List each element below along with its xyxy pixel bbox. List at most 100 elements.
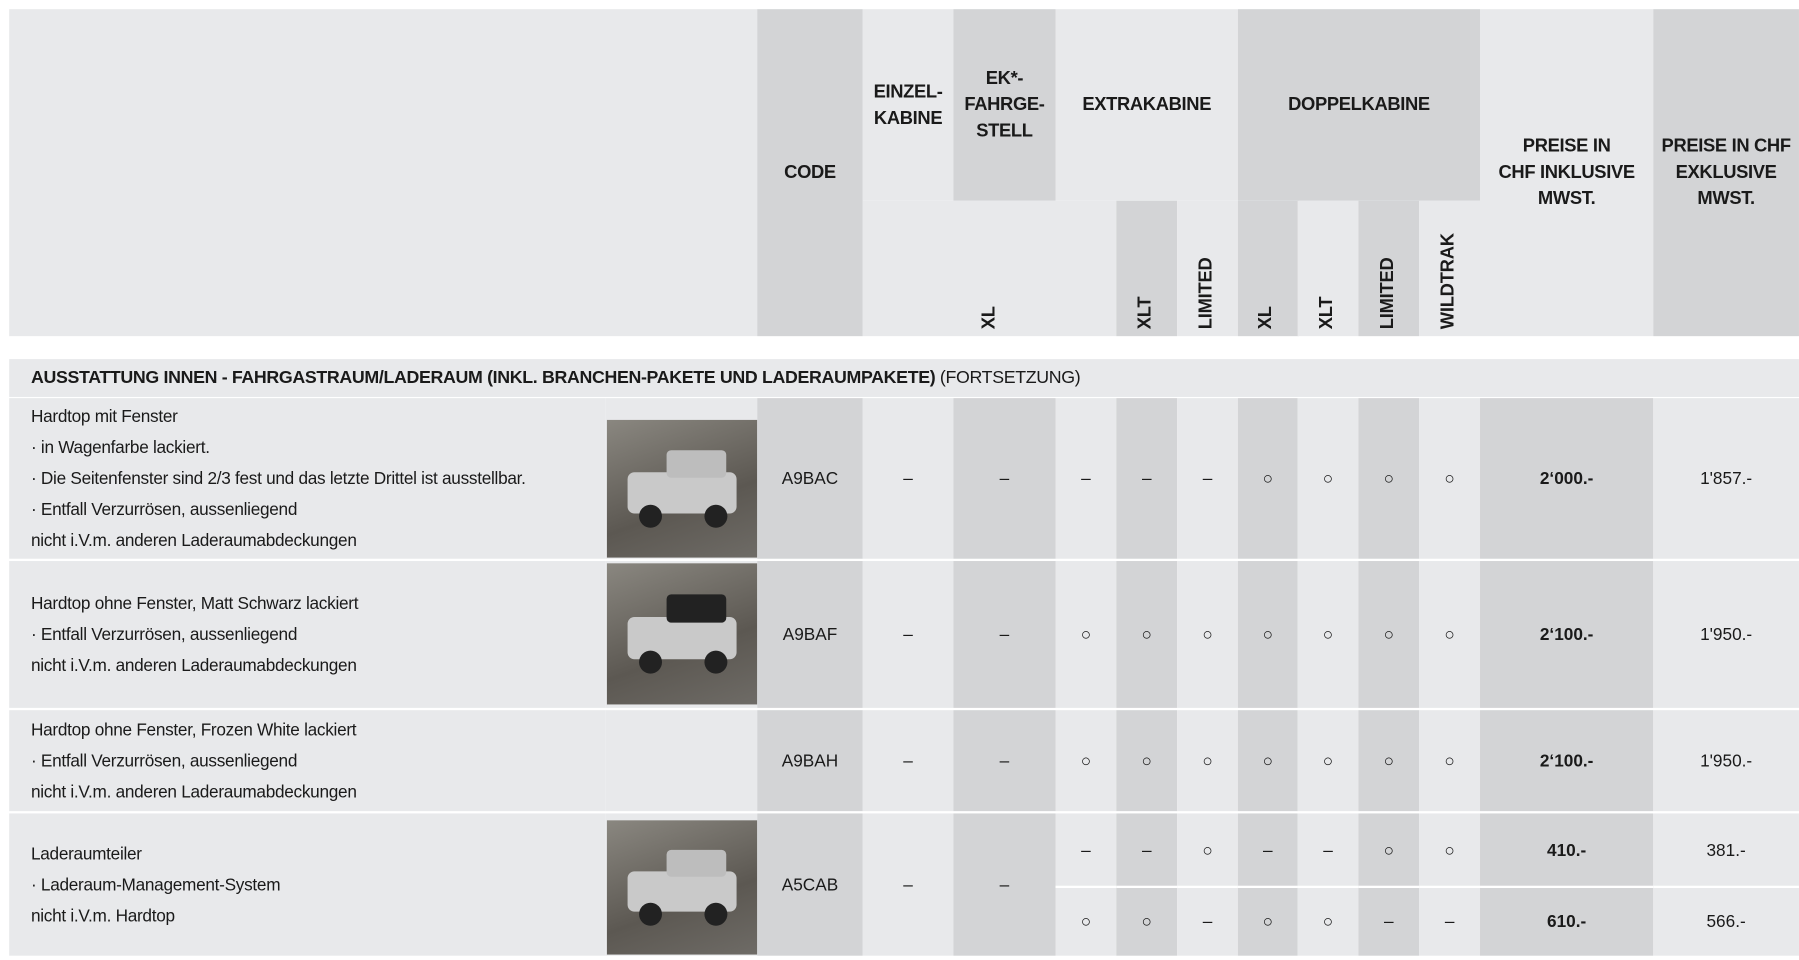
- price: 2‘100.-: [1480, 561, 1653, 708]
- availability: ○: [1298, 561, 1359, 708]
- truck-icon: [607, 563, 757, 704]
- description-line: Hardtop mit Fenster: [31, 401, 178, 432]
- header-price-incl-line: PREISE IN: [1523, 133, 1611, 159]
- header-price-incl-line: CHF INKLUSIVE: [1498, 159, 1634, 185]
- header-price-excl: PREISE IN CHFEXKLUSIVEMWST.: [1653, 9, 1799, 336]
- availability: ○: [1056, 561, 1117, 708]
- description: Hardtop ohne Fenster, Frozen White lacki…: [31, 710, 599, 811]
- description-line: nicht i.V.m. anderen Laderaumabdeckungen: [31, 776, 357, 807]
- section-title: AUSSTATTUNG INNEN - FAHRGASTRAUM/LADERAU…: [31, 359, 1080, 397]
- description-line: Hardtop ohne Fenster, Frozen White lacki…: [31, 714, 356, 745]
- header-extrakabine: EXTRAKABINE: [1056, 9, 1238, 201]
- availability: ○: [1419, 710, 1480, 811]
- code: A9BAH: [757, 710, 863, 811]
- header-ek-fahrgestell-line: STELL: [976, 118, 1032, 144]
- availability: ○: [1298, 710, 1359, 811]
- availability: –: [863, 710, 954, 811]
- section-bar: AUSSTATTUNG INNEN - FAHRGASTRAUM/LADERAU…: [9, 359, 1799, 397]
- product-photo: [607, 820, 757, 954]
- header-ek-fahrgestell: EK*-FAHRGE-STELL: [953, 9, 1055, 201]
- price: 1'950.-: [1653, 561, 1799, 708]
- availability: ○: [1116, 887, 1177, 956]
- availability: –: [1056, 398, 1117, 559]
- price: 610.-: [1480, 887, 1653, 956]
- price-table: CODEEINZEL-KABINEEK*-FAHRGE-STELLEXTRAKA…: [0, 0, 1799, 956]
- availability: ○: [1056, 887, 1117, 956]
- code: A9BAF: [757, 561, 863, 708]
- photo-bg: [606, 710, 757, 811]
- availability: –: [1116, 398, 1177, 559]
- availability: –: [953, 710, 1055, 811]
- availability: ○: [1358, 710, 1419, 811]
- header-price-excl-line: PREISE IN CHF: [1662, 133, 1791, 159]
- header-sub: LIMITED: [1378, 257, 1399, 329]
- availability: ○: [1298, 887, 1359, 956]
- code: A5CAB: [757, 813, 863, 955]
- availability: –: [1358, 887, 1419, 956]
- availability: ○: [1177, 561, 1238, 708]
- availability: –: [953, 813, 1055, 955]
- header-sub: XL: [1256, 306, 1277, 329]
- description-line: Hardtop ohne Fenster, Matt Schwarz lacki…: [31, 588, 358, 619]
- header-sub: XL: [980, 306, 1001, 329]
- header-price-incl: PREISE INCHF INKLUSIVEMWST.: [1480, 9, 1653, 336]
- availability: ○: [1238, 398, 1298, 559]
- header-sub: WILDTRAK: [1439, 233, 1460, 329]
- description-line: · Entfall Verzurrösen, aussenliegend: [31, 745, 297, 776]
- availability: ○: [1177, 813, 1238, 886]
- availability: –: [1298, 813, 1359, 886]
- description: Hardtop mit Fenster· in Wagenfarbe lacki…: [31, 398, 599, 559]
- price: 1'857.-: [1653, 398, 1799, 559]
- availability: ○: [1177, 710, 1238, 811]
- availability: –: [953, 398, 1055, 559]
- availability: –: [1056, 813, 1117, 886]
- price: 566.-: [1653, 887, 1799, 956]
- availability: ○: [1358, 561, 1419, 708]
- description-line: · in Wagenfarbe lackiert.: [31, 432, 210, 463]
- price: 410.-: [1480, 813, 1653, 886]
- description-line: · Entfall Verzurrösen, aussenliegend: [31, 619, 297, 650]
- header-code: CODE: [757, 9, 863, 336]
- section-note: (FORTSETZUNG): [940, 368, 1080, 388]
- header-price-incl-line: MWST.: [1538, 186, 1595, 212]
- header-price-excl-line: MWST.: [1697, 186, 1754, 212]
- availability: ○: [1116, 561, 1177, 708]
- truck-icon: [607, 420, 757, 558]
- description: Hardtop ohne Fenster, Matt Schwarz lacki…: [31, 561, 599, 708]
- availability: –: [863, 398, 954, 559]
- header-einzelkabine-line: KABINE: [874, 105, 942, 131]
- description-line: · Die Seitenfenster sind 2/3 fest und da…: [31, 463, 526, 494]
- description-line: Laderaumteiler: [31, 838, 142, 869]
- description-line: nicht i.V.m. Hardtop: [31, 900, 175, 931]
- availability: ○: [1358, 813, 1419, 886]
- product-photo: [607, 420, 757, 558]
- price: 1'950.-: [1653, 710, 1799, 811]
- header-ek-fahrgestell-line: FAHRGE-: [964, 92, 1044, 118]
- description-line: · Laderaum-Management-System: [31, 869, 280, 900]
- description-line: nicht i.V.m. anderen Laderaumabdeckungen: [31, 650, 357, 681]
- availability: ○: [1419, 813, 1480, 886]
- availability: ○: [1298, 398, 1359, 559]
- availability: –: [953, 561, 1055, 708]
- header-einzelkabine: EINZEL-KABINE: [863, 9, 954, 201]
- code: A9BAC: [757, 398, 863, 559]
- page: CODEEINZEL-KABINEEK*-FAHRGE-STELLEXTRAKA…: [0, 0, 1799, 956]
- header-doppelkabine: DOPPELKABINE: [1238, 9, 1480, 201]
- availability: ○: [1419, 561, 1480, 708]
- availability: –: [1419, 887, 1480, 956]
- availability: ○: [1056, 710, 1117, 811]
- availability: –: [863, 561, 954, 708]
- availability: –: [1177, 887, 1238, 956]
- availability: –: [1177, 398, 1238, 559]
- availability: ○: [1116, 710, 1177, 811]
- availability: ○: [1238, 887, 1298, 956]
- product-photo: [607, 563, 757, 704]
- header-sub: XLT: [1317, 297, 1338, 330]
- price: 381.-: [1653, 813, 1799, 886]
- header-price-excl-line: EXKLUSIVE: [1676, 159, 1777, 185]
- availability: ○: [1238, 561, 1298, 708]
- availability: ○: [1238, 710, 1298, 811]
- description-line: nicht i.V.m. anderen Laderaumabdeckungen: [31, 525, 357, 556]
- section-title-bold: AUSSTATTUNG INNEN - FAHRGASTRAUM/LADERAU…: [31, 368, 935, 388]
- header-sub: LIMITED: [1197, 257, 1218, 329]
